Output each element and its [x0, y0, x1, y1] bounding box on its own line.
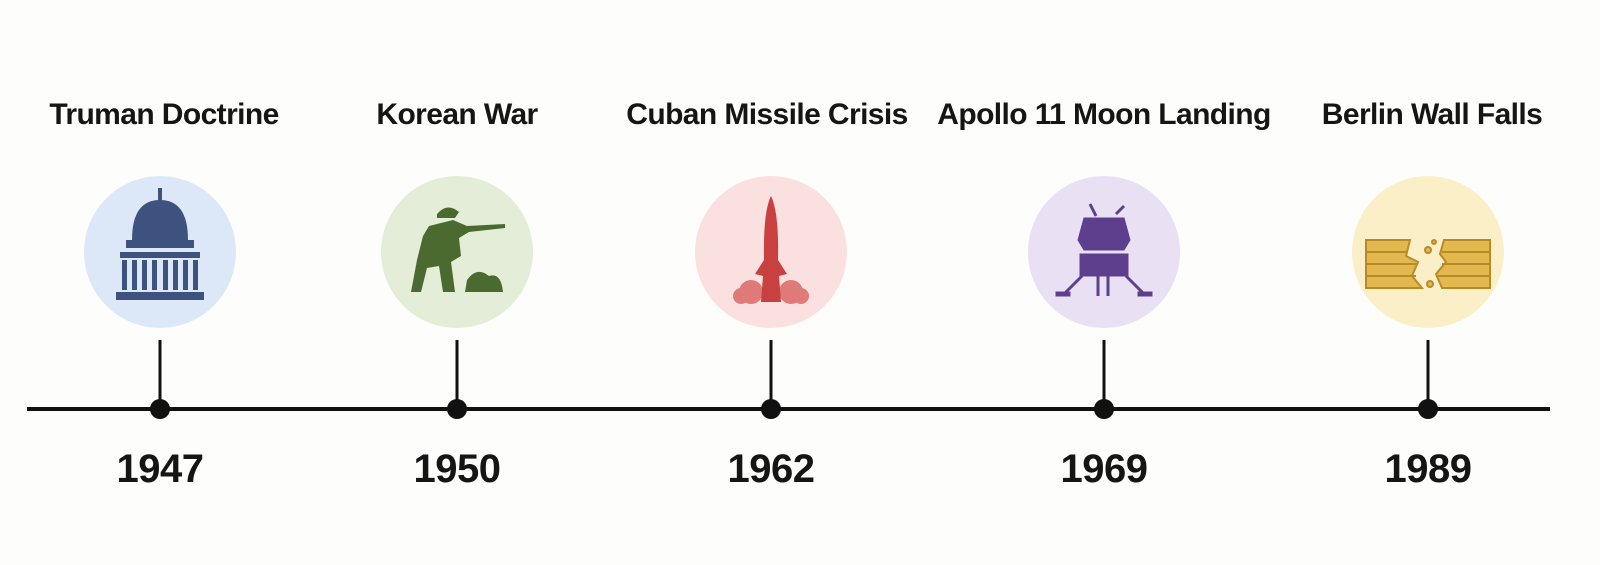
- event: Berlin Wall Falls 1989: [1322, 98, 1543, 491]
- lander-icon: [1055, 203, 1153, 297]
- event-title: Berlin Wall Falls: [1322, 98, 1542, 131]
- event-dot: [150, 399, 170, 419]
- event-year: 1947: [117, 447, 204, 491]
- event-title: Apollo 11 Moon Landing: [937, 98, 1270, 131]
- event-dot: [1418, 399, 1438, 419]
- event-title: Truman Doctrine: [49, 98, 278, 131]
- event-dot: [761, 399, 781, 419]
- event: Truman Doctrine 1947: [49, 98, 279, 491]
- event-title: Korean War: [376, 98, 538, 131]
- event-year: 1950: [414, 447, 501, 491]
- event: Cuban Missile Crisis 1962: [626, 98, 908, 491]
- event-year: 1969: [1061, 447, 1148, 491]
- event-dot: [447, 399, 467, 419]
- capitol-icon: [116, 188, 204, 300]
- event-title: Cuban Missile Crisis: [626, 98, 907, 131]
- icon-circle: [1028, 176, 1180, 328]
- event: Apollo 11 Moon Landing 1969: [937, 98, 1271, 491]
- wall-icon: [1365, 239, 1491, 289]
- event-dot: [1094, 399, 1114, 419]
- event: Korean War 1950: [376, 98, 539, 491]
- soldier-icon: [411, 207, 505, 292]
- rocket-icon: [733, 196, 809, 304]
- event-year: 1962: [728, 447, 815, 491]
- event-year: 1989: [1385, 447, 1472, 491]
